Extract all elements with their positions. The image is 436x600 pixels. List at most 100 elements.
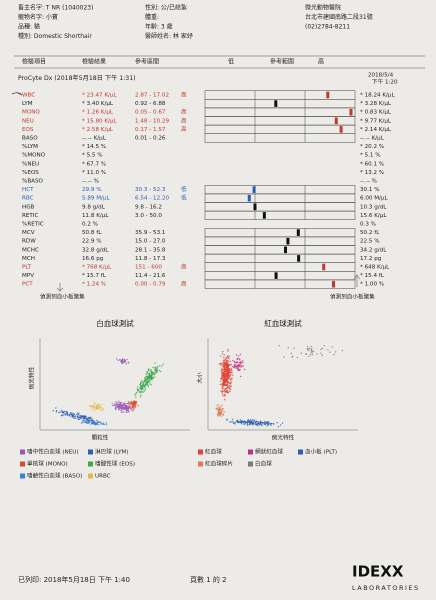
event-dot bbox=[218, 407, 221, 410]
reference-range: 28.1 - 35.8 bbox=[135, 247, 166, 253]
event-dot bbox=[82, 417, 84, 419]
event-dot bbox=[219, 383, 222, 386]
event-dot bbox=[99, 409, 101, 411]
event-dot bbox=[310, 351, 312, 353]
event-dot bbox=[105, 422, 108, 424]
test-result: * 15.80 K/μL bbox=[82, 118, 117, 124]
event-dot bbox=[153, 373, 156, 376]
clinic-info: 台北市建國南路二段31號 bbox=[305, 13, 373, 21]
event-dot bbox=[240, 364, 242, 367]
event-dot bbox=[77, 418, 79, 421]
range-cell bbox=[204, 133, 356, 143]
test-result: * 67.7 % bbox=[82, 161, 106, 167]
event-dot bbox=[237, 365, 239, 367]
legend-swatch bbox=[298, 449, 303, 455]
event-dot bbox=[120, 411, 123, 413]
event-dot bbox=[253, 419, 255, 422]
event-dot bbox=[69, 412, 72, 414]
legend-swatch bbox=[198, 449, 203, 455]
reference-range: 35.9 - 53.1 bbox=[135, 230, 166, 236]
event-dot bbox=[229, 364, 232, 366]
previous-result: * 2.14 K/μL bbox=[360, 127, 392, 133]
event-dot bbox=[122, 407, 125, 410]
event-dot bbox=[114, 407, 117, 409]
column-header: 低 bbox=[228, 58, 234, 66]
event-dot bbox=[72, 412, 75, 415]
event-dot bbox=[230, 379, 232, 381]
event-dot bbox=[115, 406, 117, 408]
event-dot bbox=[137, 405, 139, 407]
test-name: RETIC bbox=[22, 213, 38, 219]
event-dot bbox=[101, 403, 103, 406]
legend-swatch bbox=[248, 449, 253, 455]
event-dot bbox=[88, 419, 91, 421]
event-dot bbox=[235, 361, 238, 363]
event-dot bbox=[130, 401, 132, 403]
event-dot bbox=[306, 348, 309, 351]
previous-time: 下午 1:20 bbox=[372, 78, 398, 86]
event-dot bbox=[218, 413, 220, 416]
event-dot bbox=[227, 372, 229, 374]
event-dot bbox=[122, 404, 124, 406]
event-dot bbox=[118, 405, 120, 408]
event-dot bbox=[155, 371, 158, 374]
event-dot bbox=[227, 391, 229, 394]
previous-result: * 60.1 % bbox=[360, 161, 384, 167]
event-dot bbox=[222, 413, 225, 415]
event-dot bbox=[61, 410, 64, 413]
event-dot bbox=[77, 412, 79, 414]
patient-info: 體重: bbox=[145, 13, 159, 21]
event-dot bbox=[132, 401, 134, 404]
range-cell bbox=[204, 279, 356, 289]
event-dot bbox=[229, 368, 231, 370]
event-dot bbox=[233, 366, 235, 369]
event-dot bbox=[291, 356, 293, 358]
event-dot bbox=[126, 409, 128, 411]
event-dot bbox=[232, 374, 234, 376]
event-dot bbox=[55, 411, 58, 413]
legend-swatch bbox=[88, 461, 93, 467]
test-name: %LYM bbox=[22, 144, 38, 150]
reference-range: 0.00 - 0.79 bbox=[135, 282, 166, 288]
event-dot bbox=[311, 352, 313, 354]
flag: 高 bbox=[181, 108, 187, 116]
event-dot bbox=[162, 363, 164, 365]
event-dot bbox=[240, 361, 242, 363]
event-dot bbox=[225, 391, 227, 393]
event-dot bbox=[227, 368, 229, 371]
event-dot bbox=[296, 356, 298, 359]
previous-result: 34.2 g/dL bbox=[360, 247, 387, 253]
previous-result: 10.3 g/dL bbox=[360, 204, 387, 210]
test-name: EOS bbox=[22, 127, 34, 133]
event-dot bbox=[128, 404, 131, 406]
event-dot bbox=[121, 362, 123, 365]
event-dot bbox=[55, 407, 57, 409]
event-dot bbox=[62, 414, 64, 416]
event-dot bbox=[220, 380, 222, 382]
event-dot bbox=[321, 347, 324, 350]
event-dot bbox=[220, 377, 222, 380]
event-dot bbox=[228, 357, 230, 359]
event-dot bbox=[233, 365, 236, 367]
event-dot bbox=[220, 411, 222, 413]
event-dot bbox=[87, 422, 90, 424]
event-dot bbox=[293, 347, 295, 350]
event-dot bbox=[243, 420, 245, 423]
reference-range: 11.4 - 21.6 bbox=[135, 273, 166, 279]
event-dot bbox=[241, 360, 244, 362]
event-dot bbox=[125, 403, 127, 405]
event-dot bbox=[226, 359, 229, 361]
test-result: 5.89 M/μL bbox=[82, 196, 111, 202]
event-dot bbox=[227, 370, 229, 373]
event-dot bbox=[150, 368, 152, 371]
event-dot bbox=[246, 422, 248, 424]
event-dot bbox=[224, 376, 226, 378]
event-dot bbox=[159, 365, 161, 367]
result-marker bbox=[326, 91, 330, 99]
event-dot bbox=[91, 408, 94, 411]
event-dot bbox=[223, 365, 225, 367]
event-dot bbox=[105, 423, 108, 426]
event-dot bbox=[228, 377, 230, 379]
patient-info: 醫師姓名: 林 家妤 bbox=[145, 32, 193, 40]
event-dot bbox=[147, 380, 149, 382]
